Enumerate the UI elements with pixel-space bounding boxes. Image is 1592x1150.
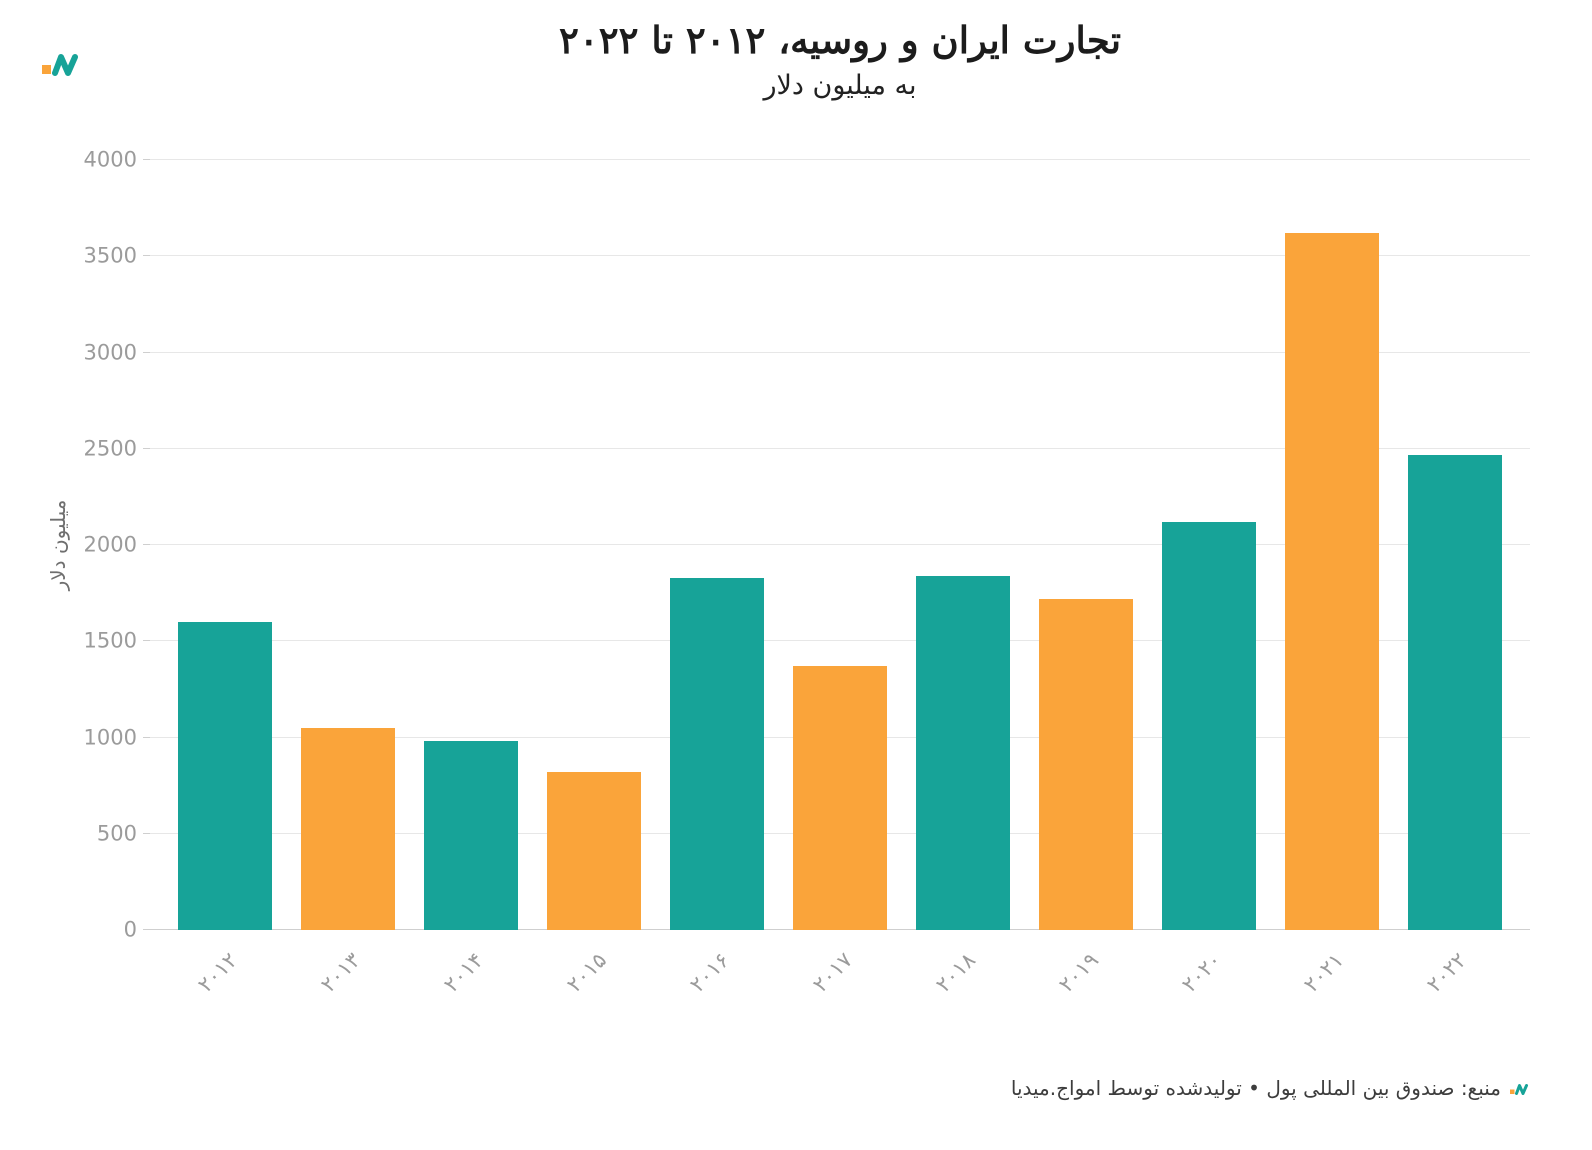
y-tick-mark-500 — [143, 832, 150, 834]
y-tick-mark-1000 — [143, 736, 150, 738]
bar-2014[interactable] — [424, 741, 519, 930]
y-tick-mark-0 — [143, 929, 150, 930]
x-tick-label-2022: ۲۰۲۲ — [1422, 948, 1472, 997]
source-text: منبع: صندوق بین المللی پول • تولیدشده تو… — [1010, 1076, 1501, 1100]
bars-container — [150, 160, 1530, 930]
bar-cell-2014 — [410, 160, 533, 930]
y-tick-mark-4000 — [143, 159, 150, 160]
gridline-1500 — [150, 640, 1530, 642]
gridline-4000 — [150, 159, 1530, 160]
y-tick-label-500: 500 — [96, 821, 137, 846]
y-axis-title: میلیون دلار — [46, 499, 70, 591]
footer: منبع: صندوق بین المللی پول • تولیدشده تو… — [1011, 1076, 1530, 1100]
y-tick-label-1500: 1500 — [83, 628, 137, 653]
x-tick-label-2015: ۲۰۱۵ — [562, 948, 612, 997]
y-tick-label-3000: 3000 — [83, 340, 137, 364]
x-tick-cell-2012: ۲۰۱۲ — [164, 932, 287, 1042]
bar-cell-2015 — [533, 160, 656, 930]
bar-2019[interactable] — [1038, 598, 1133, 930]
chart-subtitle: به میلیون دلار — [763, 70, 917, 101]
y-tick-label-2500: 2500 — [83, 436, 137, 461]
x-tick-label-2016: ۲۰۱۶ — [685, 948, 735, 997]
bar-2015[interactable] — [547, 772, 642, 930]
bar-cell-2019 — [1024, 160, 1147, 930]
bar-2018[interactable] — [915, 575, 1010, 930]
y-tick-label-2000: 2000 — [83, 532, 137, 557]
y-tick-label-4000: 4000 — [83, 147, 137, 172]
y-tick-label-0: 0 — [123, 917, 137, 942]
bar-cell-2016 — [656, 160, 779, 930]
x-tick-label-2019: ۲۰۱۹ — [1053, 948, 1103, 997]
y-tick-label-3500: 3500 — [83, 243, 137, 268]
bar-cell-2017 — [779, 160, 902, 930]
bar-cell-2013 — [287, 160, 410, 930]
y-tick-mark-3000 — [143, 351, 150, 353]
bar-cell-2021 — [1270, 160, 1393, 930]
bar-cell-2018 — [901, 160, 1024, 930]
x-tick-label-2014: ۲۰۱۴ — [439, 948, 489, 997]
bar-2016[interactable] — [670, 577, 765, 930]
x-tick-label-2017: ۲۰۱۷ — [808, 948, 857, 997]
plot-area: 0 500 1000 1500 2000 2500 3000 3500 4000 — [84, 149, 1530, 940]
x-axis-labels: ۲۰۱۲ ۲۰۱۳ ۲۰۱۴ ۲۰۱۵ ۲۰۱۶ ۲۰۱۷ ۲۰۱۸ ۲۰۱۹ ۲۰۲۰ ۲۰۲۱… — [150, 932, 1530, 1042]
bar-2012[interactable] — [178, 622, 273, 930]
bar-2013[interactable] — [301, 727, 396, 930]
footer-logo-icon — [1510, 1082, 1530, 1095]
y-tick-mark-1500 — [143, 640, 150, 642]
x-tick-cell-2022: ۲۰۲۲ — [1393, 932, 1516, 1042]
x-tick-cell-2019: ۲۰۱۹ — [1024, 932, 1147, 1042]
x-tick-label-2013: ۲۰۱۳ — [316, 948, 366, 997]
x-tick-label-2021: ۲۰۲۱ — [1299, 948, 1349, 997]
chart-header: تجارت ایران و روسیه، ۲۰۱۲ تا ۲۰۲۲ به میل… — [150, 18, 1530, 101]
bar-2017[interactable] — [792, 666, 887, 930]
x-tick-cell-2014: ۲۰۱۴ — [410, 932, 533, 1042]
gridline-2500 — [150, 447, 1530, 449]
x-tick-cell-2018: ۲۰۱۸ — [901, 932, 1024, 1042]
x-tick-label-2020: ۲۰۲۰ — [1176, 948, 1226, 997]
y-tick-mark-2000 — [143, 544, 150, 545]
y-tick-mark-3500 — [143, 255, 150, 257]
x-tick-cell-2016: ۲۰۱۶ — [656, 932, 779, 1042]
x-tick-cell-2020: ۲۰۲۰ — [1147, 932, 1270, 1042]
y-tick-mark-2500 — [143, 447, 150, 449]
gridline-3000 — [150, 351, 1530, 353]
amwaj-media-logo-icon — [42, 50, 82, 80]
bar-cell-2020 — [1147, 160, 1270, 930]
bar-cell-2022 — [1393, 160, 1516, 930]
x-tick-label-2018: ۲۰۱۸ — [930, 948, 980, 997]
x-tick-cell-2015: ۲۰۱۵ — [533, 932, 656, 1042]
bar-2021[interactable] — [1284, 233, 1379, 930]
bar-cell-2012 — [164, 160, 287, 930]
gridline-2000 — [150, 544, 1530, 545]
gridline-3500 — [150, 255, 1530, 257]
x-tick-label-2012: ۲۰۱۲ — [193, 948, 243, 997]
x-tick-cell-2017: ۲۰۱۷ — [779, 932, 902, 1042]
bar-2020[interactable] — [1161, 521, 1256, 930]
chart-title: تجارت ایران و روسیه، ۲۰۱۲ تا ۲۰۲۲ — [558, 18, 1122, 62]
x-tick-cell-2013: ۲۰۱۳ — [287, 932, 410, 1042]
x-tick-cell-2021: ۲۰۲۱ — [1270, 932, 1393, 1042]
bar-2022[interactable] — [1407, 454, 1502, 930]
y-tick-label-1000: 1000 — [83, 725, 137, 749]
